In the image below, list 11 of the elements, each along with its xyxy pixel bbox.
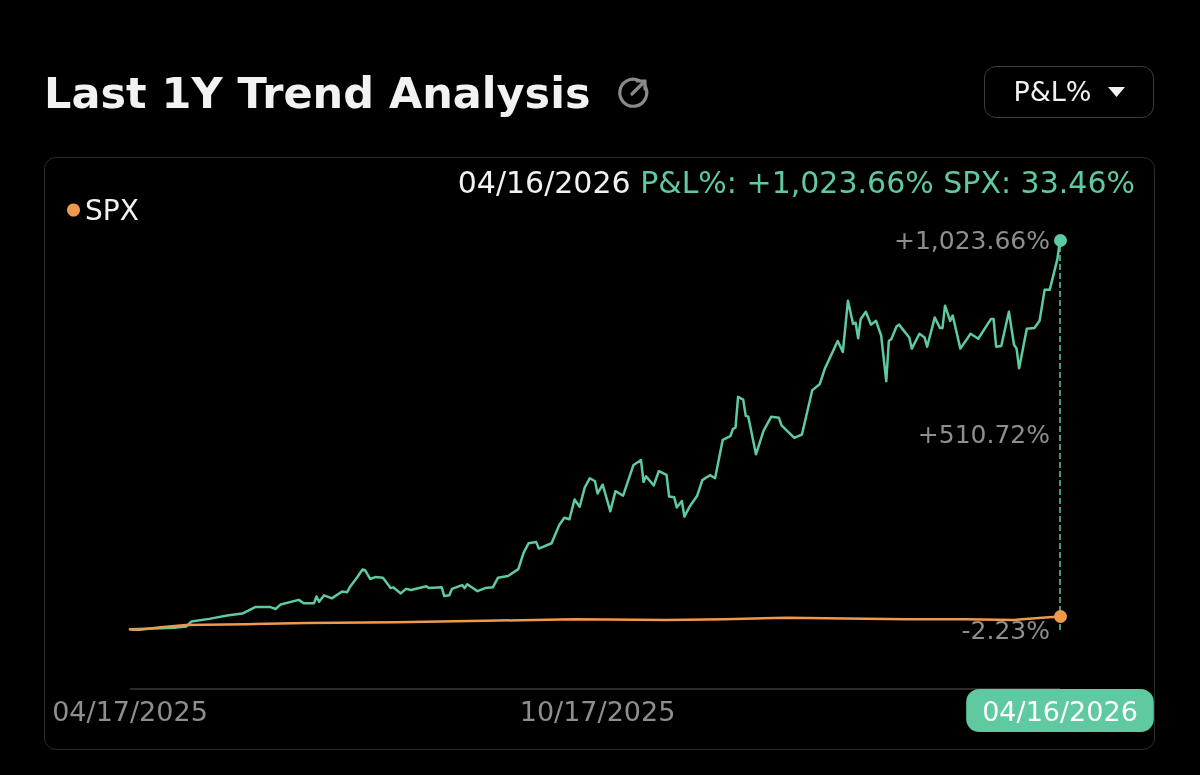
chart-title: Last 1Y Trend Analysis <box>44 67 591 120</box>
y-tick-label: +510.72% <box>917 420 1050 450</box>
dropdown: P&L% <box>984 66 1154 118</box>
legend-label: SPX <box>85 193 139 227</box>
x-tick-label: 04/17/2025 <box>52 696 208 727</box>
text: 04/16/2026 <box>457 165 631 200</box>
y-tick-label: +1,023.66% <box>893 225 1050 255</box>
x-tick-label: 04/16/2026 <box>982 696 1138 727</box>
y-tick-label: -2.23% <box>961 615 1050 645</box>
x-tick-label: 10/17/2025 <box>519 696 676 727</box>
text: P&L%: +1,023.66% SPX: 33.46% <box>639 165 1135 200</box>
